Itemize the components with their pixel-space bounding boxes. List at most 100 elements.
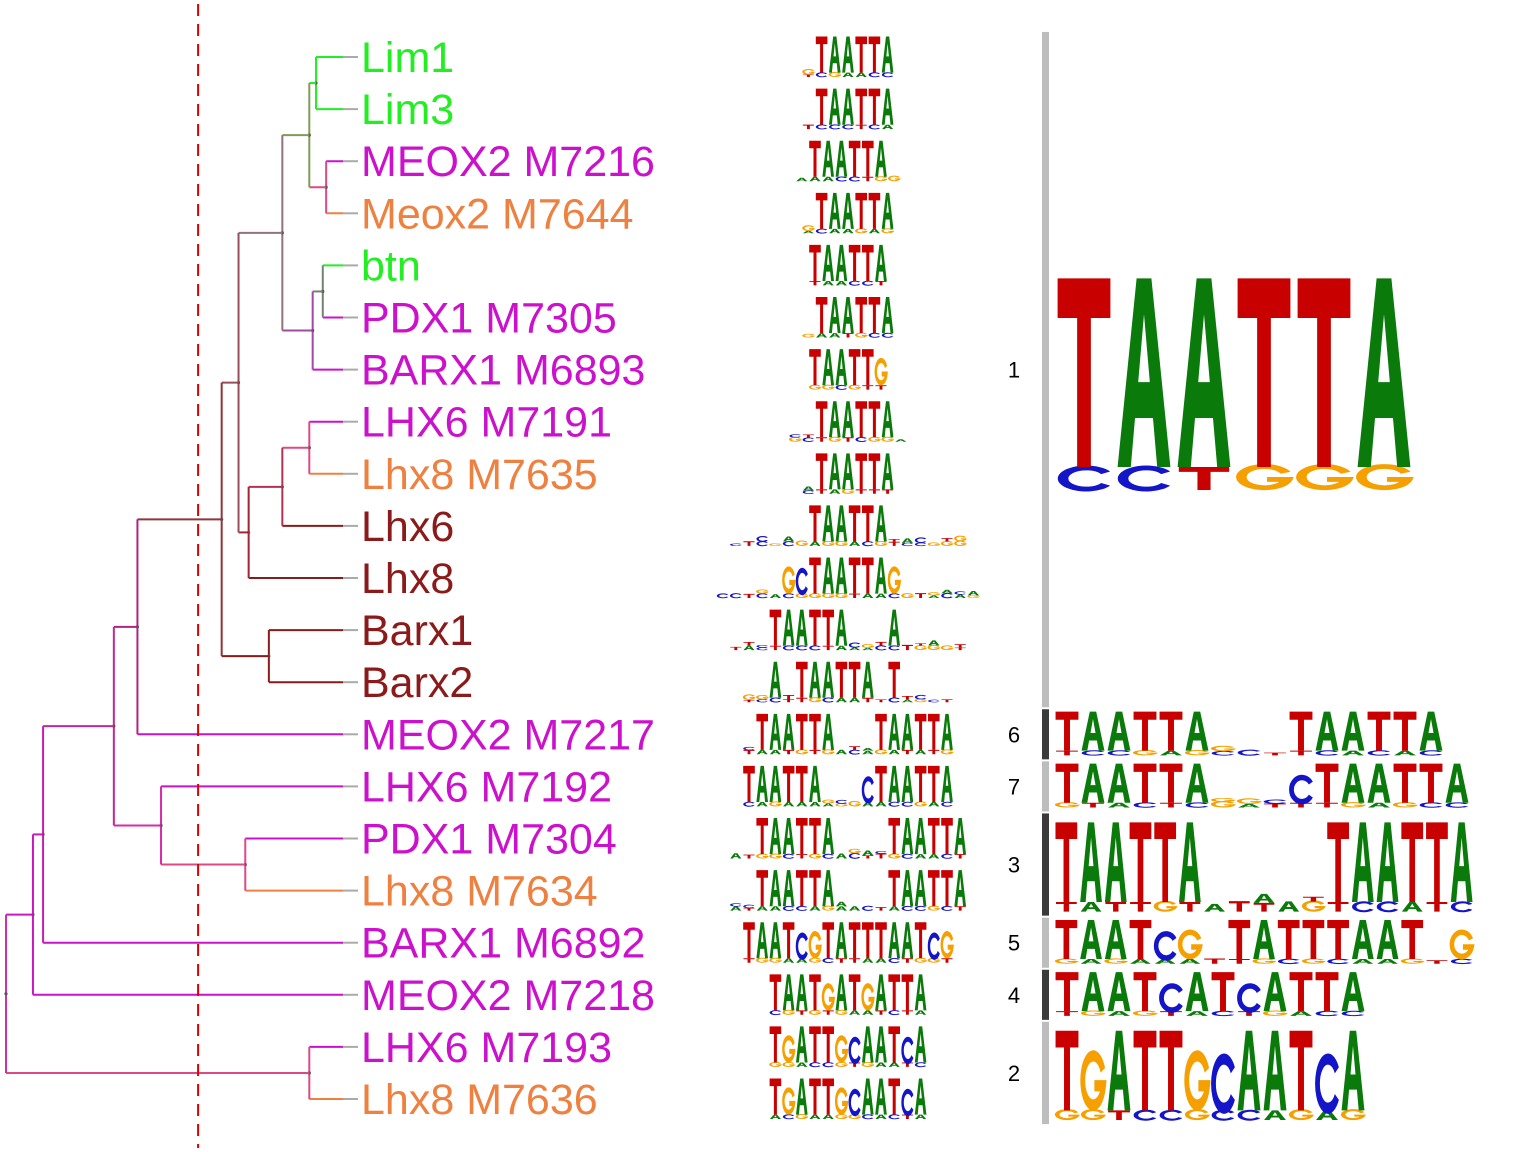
- logo-letter-T: [914, 713, 927, 750]
- logo-letter-A: [1108, 1011, 1130, 1016]
- logo-letter-A: [822, 661, 835, 698]
- logo-letter-T: [1315, 972, 1339, 1012]
- logo-letter-C: [835, 176, 848, 182]
- logo-letter-A: [1107, 1030, 1131, 1111]
- logo-letter-G: [874, 540, 888, 546]
- logo-letter-C: [756, 699, 768, 703]
- logo-letter-G: [1132, 750, 1158, 756]
- logo-letter-G: [1392, 802, 1418, 808]
- logo-letter-G: [888, 853, 901, 859]
- leaf-label: BARX1 M6892: [361, 920, 645, 968]
- logo-letter-T: [1302, 919, 1325, 959]
- logo-letter-G: [1080, 1050, 1107, 1111]
- logo-letter-T: [743, 541, 755, 546]
- logo-letter-C: [888, 697, 900, 703]
- logo-letter-T: [875, 281, 887, 286]
- logo-letter-G: [1356, 464, 1414, 491]
- logo-letter-C: [842, 124, 854, 130]
- logo-letter-A: [842, 401, 854, 438]
- logo-letter-G: [927, 644, 941, 651]
- logo-letter-C: [914, 542, 927, 547]
- logo-letter-T: [1327, 901, 1349, 912]
- logo-letter-A: [954, 594, 966, 598]
- logo-letter-A: [875, 1062, 887, 1067]
- logo-letter-A: [730, 906, 742, 911]
- logo-letter-A: [901, 922, 914, 959]
- logo-letter-A: [769, 906, 781, 911]
- logo-letter-T: [809, 140, 821, 177]
- leaf-label: MEOX2 M7217: [361, 711, 655, 759]
- logo-letter-A: [1263, 972, 1287, 1012]
- logo-letter-T: [1419, 763, 1443, 803]
- logo-letter-T: [796, 697, 808, 703]
- logo-letter-T: [868, 88, 881, 125]
- logo-letter-C: [822, 853, 834, 859]
- logo-letter-T: [927, 818, 940, 855]
- logo-letter-T: [1327, 919, 1349, 959]
- logo-letter-T: [802, 124, 814, 130]
- leaf-motif-logo: [769, 1078, 927, 1120]
- logo-letter-T: [756, 713, 769, 750]
- logo-letter-T: [927, 765, 940, 802]
- cluster-number: 1: [1008, 358, 1020, 383]
- logo-letter-A: [809, 541, 821, 546]
- leaf-label: MEOX2 M7218: [361, 972, 655, 1020]
- logo-letter-A: [1177, 278, 1231, 467]
- logo-letter-T: [1179, 901, 1201, 912]
- logo-letter-A: [881, 297, 894, 334]
- logo-letter-C: [809, 1062, 821, 1068]
- leaf-motif-logo: [730, 870, 967, 911]
- logo-letter-C: [1117, 465, 1171, 492]
- logo-letter-T: [941, 699, 953, 703]
- logo-letter-C: [941, 905, 953, 911]
- logo-letter-T: [862, 176, 874, 182]
- logo-letter-T: [954, 647, 966, 651]
- logo-letter-G: [1236, 464, 1294, 491]
- dendrogram: [4, 56, 358, 1100]
- logo-letter-T: [849, 1062, 861, 1067]
- leaf-motif-logo: [789, 401, 907, 442]
- logo-letter-A: [828, 88, 841, 125]
- logo-letter-T: [743, 593, 755, 598]
- logo-letter-G: [1054, 1109, 1080, 1121]
- logo-letter-G: [828, 72, 842, 78]
- logo-letter-T: [809, 749, 821, 755]
- logo-letter-A: [1204, 903, 1225, 912]
- logo-letter-C: [1315, 1053, 1339, 1114]
- cluster-bar: [1042, 917, 1049, 968]
- logo-letter-G: [888, 175, 901, 182]
- logo-letter-T: [875, 699, 887, 703]
- logo-letter-T: [1264, 803, 1286, 808]
- logo-letter-T: [888, 539, 900, 542]
- logo-letter-A: [1445, 763, 1469, 803]
- logo-letter-A: [783, 802, 795, 807]
- logo-letter-A: [862, 747, 874, 751]
- logo-letter-C: [848, 852, 861, 859]
- logo-letter-T: [888, 1078, 901, 1115]
- logo-letter-A: [928, 854, 940, 859]
- leaf-motif-logo: [808, 349, 888, 390]
- logo-letter-A: [769, 922, 782, 959]
- logo-letter-G: [795, 1114, 809, 1120]
- logo-letter-A: [756, 802, 768, 807]
- logo-letter-A: [861, 661, 874, 698]
- logo-letter-T: [1055, 1030, 1079, 1111]
- logo-letter-C: [815, 72, 828, 78]
- logo-letter-G: [1184, 750, 1210, 756]
- leaf-label: LHX6 M7192: [361, 763, 612, 811]
- logo-letter-T: [1055, 711, 1079, 751]
- logo-letter-A: [822, 281, 834, 286]
- logo-letter-T: [1277, 919, 1300, 959]
- logo-letter-A: [1130, 958, 1151, 964]
- logo-letter-A: [1179, 958, 1201, 964]
- logo-letter-T: [743, 922, 755, 959]
- logo-letter-T: [888, 870, 901, 907]
- logo-letter-T: [809, 870, 821, 907]
- logo-letter-C: [1211, 750, 1235, 756]
- logo-letter-T: [868, 401, 881, 438]
- logo-letter-A: [862, 802, 874, 807]
- logo-letter-A: [835, 974, 848, 1011]
- logo-letter-C: [782, 541, 795, 547]
- cluster-consensus-logo: [1055, 822, 1473, 913]
- logo-letter-A: [901, 765, 914, 802]
